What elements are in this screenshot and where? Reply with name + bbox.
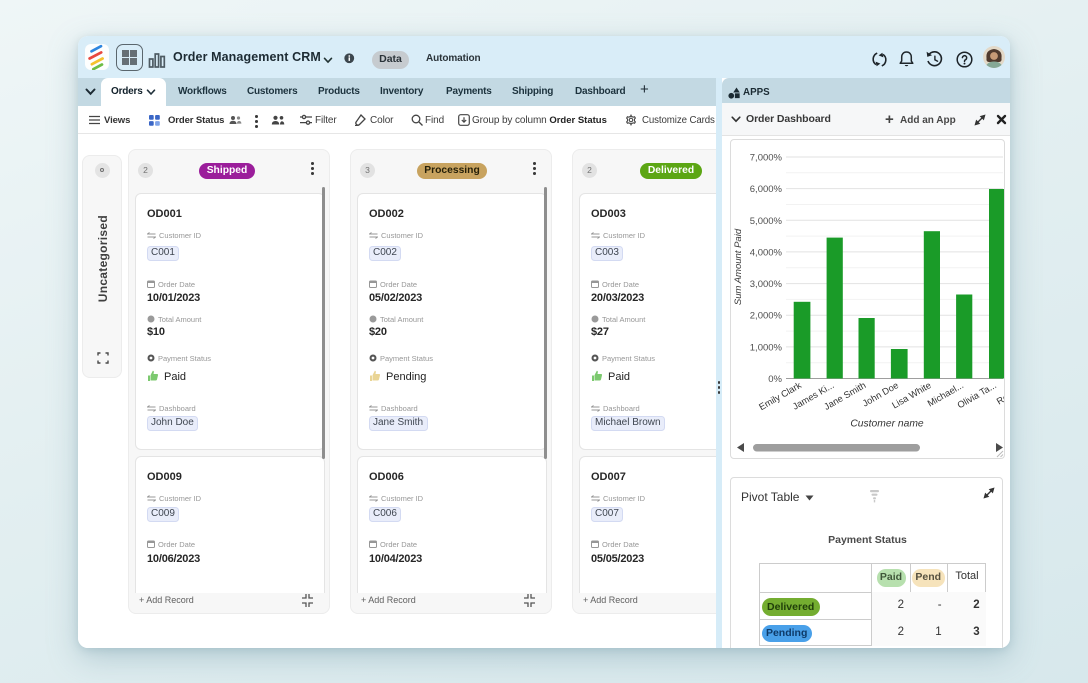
svg-text:0%: 0% (768, 374, 782, 385)
svg-text:3,000%: 3,000% (750, 279, 783, 290)
svg-text:2,000%: 2,000% (750, 311, 783, 322)
svg-text:6,000%: 6,000% (750, 184, 783, 195)
svg-text:Robert...: Robert... (995, 380, 1004, 406)
svg-text:4,000%: 4,000% (750, 247, 783, 258)
svg-text:5,000%: 5,000% (750, 216, 783, 227)
svg-text:Sum Amount Paid: Sum Amount Paid (733, 228, 744, 305)
svg-text:1,000%: 1,000% (750, 342, 783, 353)
svg-text:7,000%: 7,000% (750, 153, 783, 164)
svg-text:Customer name: Customer name (850, 419, 924, 430)
